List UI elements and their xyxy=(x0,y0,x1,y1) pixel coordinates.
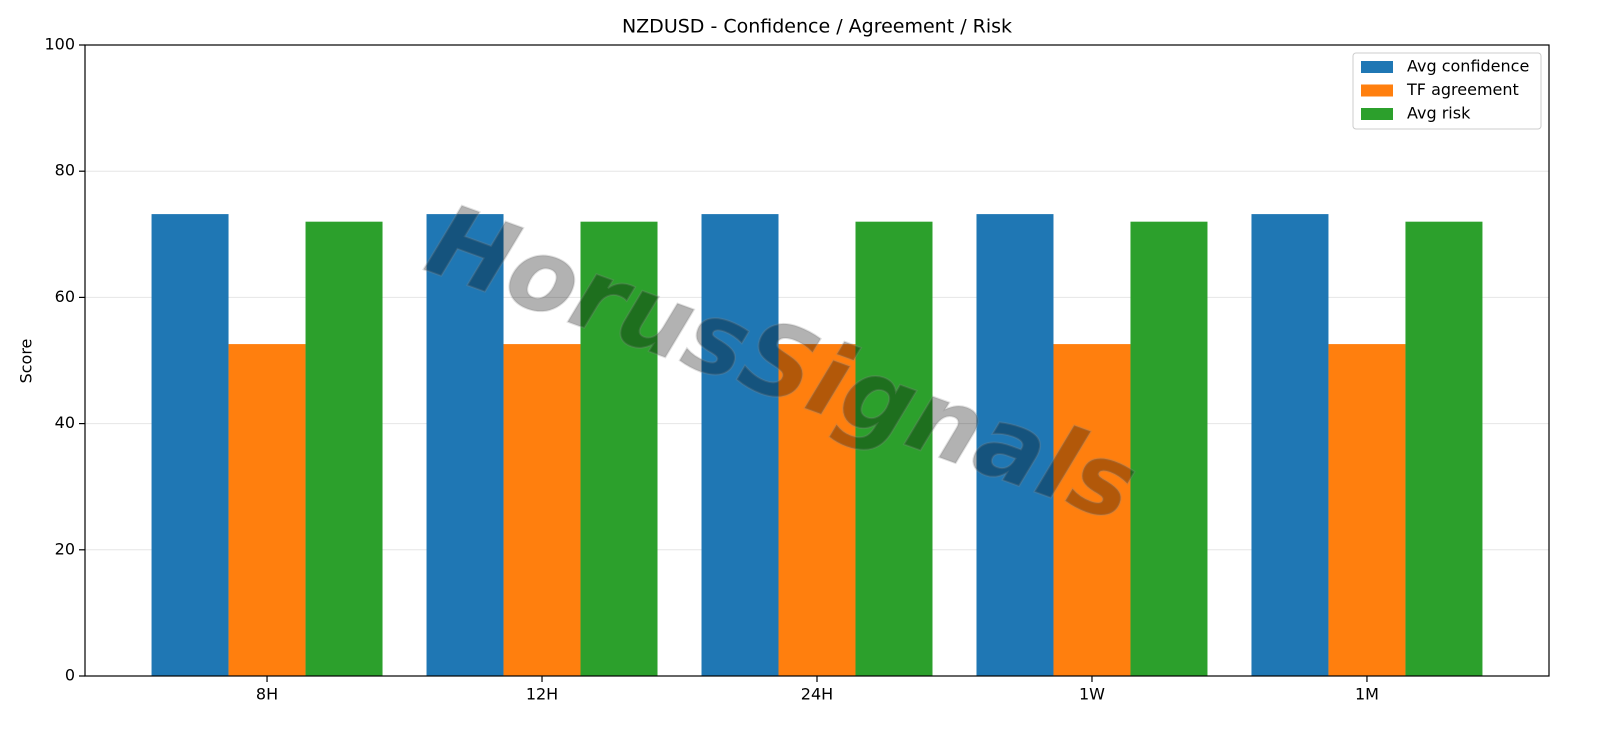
bar xyxy=(778,344,856,676)
bar xyxy=(1328,344,1406,676)
bar xyxy=(503,344,581,676)
bar xyxy=(701,214,779,676)
y-tick-label: 60 xyxy=(55,287,75,306)
legend-swatch xyxy=(1361,61,1393,73)
bar xyxy=(1251,214,1329,676)
bar xyxy=(580,221,658,676)
bar xyxy=(228,344,306,676)
x-tick-label: 1M xyxy=(1355,685,1379,704)
chart-title: NZDUSD - Confidence / Agreement / Risk xyxy=(622,16,1012,38)
bar xyxy=(151,214,229,676)
x-tick-label: 8H xyxy=(256,685,278,704)
legend-swatch xyxy=(1361,108,1393,120)
bar xyxy=(976,214,1054,676)
x-tick-label: 24H xyxy=(801,685,833,704)
bar xyxy=(305,221,383,676)
y-axis-label: Score xyxy=(17,339,36,384)
legend-label: Avg confidence xyxy=(1407,57,1529,76)
bar xyxy=(426,214,504,676)
bar xyxy=(1130,221,1208,676)
plot-frame xyxy=(84,44,1550,677)
legend-swatch xyxy=(1361,84,1393,97)
bar xyxy=(1053,344,1131,676)
x-tick-label: 1W xyxy=(1079,685,1105,704)
legend-label: Avg risk xyxy=(1407,104,1471,123)
bar xyxy=(1405,221,1483,676)
bar xyxy=(855,221,933,676)
y-tick-label: 100 xyxy=(44,35,75,54)
y-tick-label: 40 xyxy=(55,413,75,432)
legend-label: TF agreement xyxy=(1406,80,1519,99)
x-tick-label: 12H xyxy=(526,685,558,704)
y-tick-label: 80 xyxy=(55,161,75,180)
y-tick-label: 0 xyxy=(65,666,75,685)
legend-box xyxy=(1352,52,1542,130)
y-tick-label: 20 xyxy=(55,539,75,558)
